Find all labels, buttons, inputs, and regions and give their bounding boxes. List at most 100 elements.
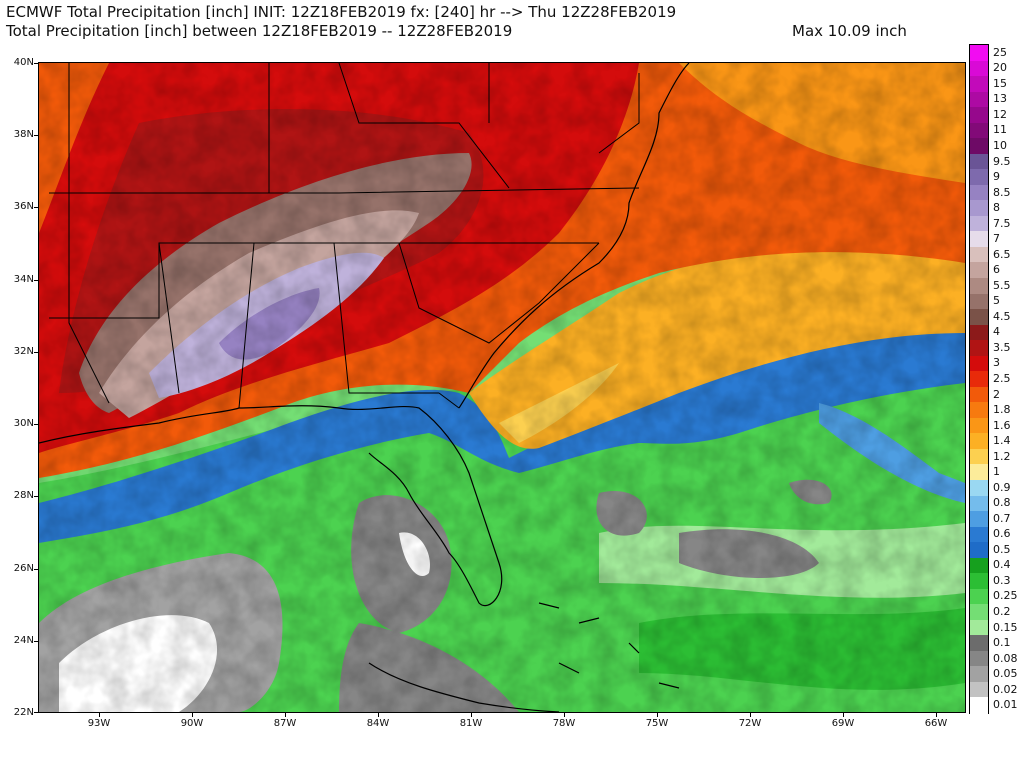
legend-label: 1.4 [993, 434, 1011, 448]
lat-label: 36N [13, 201, 34, 212]
lat-label: 24N [13, 635, 34, 646]
legend-swatch [970, 138, 988, 155]
legend-swatch [970, 309, 988, 326]
legend-label: 0.4 [993, 558, 1011, 572]
legend-label: 0.8 [993, 496, 1011, 510]
legend-label: 25 [993, 45, 1007, 59]
legend-label: 0.02 [993, 682, 1018, 696]
legend-label: 9 [993, 170, 1000, 184]
legend-label: 0.01 [993, 698, 1018, 712]
legend-swatch [970, 60, 988, 77]
legend-swatch [970, 666, 988, 683]
legend-swatch [970, 153, 988, 170]
legend-swatch [970, 697, 988, 714]
legend-swatch [970, 231, 988, 248]
legend-swatch [970, 215, 988, 232]
legend-swatch [970, 200, 988, 217]
legend-label: 0.6 [993, 527, 1011, 541]
legend-swatch [970, 324, 988, 341]
legend-label: 8.5 [993, 185, 1011, 199]
legend-swatch [970, 464, 988, 481]
legend-swatch [970, 340, 988, 357]
legend-label: 1.6 [993, 418, 1011, 432]
legend-swatch [970, 386, 988, 403]
legend-label: 10 [993, 138, 1007, 152]
legend-label: 13 [993, 92, 1007, 106]
legend-swatch [970, 542, 988, 559]
legend-label: 3 [993, 356, 1000, 370]
lon-tick [99, 713, 100, 717]
lon-label: 90W [180, 718, 204, 729]
lat-tick [34, 712, 38, 713]
lon-label: 87W [273, 718, 297, 729]
legend-label: 11 [993, 123, 1007, 137]
lon-tick [471, 713, 472, 717]
field-texture [39, 63, 965, 712]
legend-swatch [970, 246, 988, 264]
legend-swatch [970, 278, 988, 295]
lat-label: 28N [13, 490, 34, 501]
lon-tick [936, 713, 937, 717]
lon-label: 78W [552, 718, 576, 729]
legend-label: 7.5 [993, 216, 1011, 230]
legend-label: 2 [993, 387, 1000, 401]
legend-swatch [970, 479, 988, 497]
lat-tick [34, 424, 38, 425]
legend-swatch [970, 262, 988, 279]
lon-tick [192, 713, 193, 717]
lat-label: 30N [13, 418, 34, 429]
lat-tick [34, 135, 38, 136]
legend-swatch [970, 619, 988, 636]
lon-tick [657, 713, 658, 717]
legend-label: 0.2 [993, 605, 1011, 619]
legend-swatch [970, 557, 988, 574]
legend-label: 5.5 [993, 278, 1011, 292]
legend-label: 7 [993, 232, 1000, 246]
state-borders [49, 63, 640, 409]
legend-swatch [970, 417, 988, 434]
lon-tick [564, 713, 565, 717]
lat-tick [34, 496, 38, 497]
max-value-label: Max 10.09 inch [792, 22, 907, 40]
legend-label: 12 [993, 107, 1007, 121]
lon-label: 93W [87, 718, 111, 729]
legend-label: 6.5 [993, 247, 1011, 261]
legend-label: 0.05 [993, 667, 1018, 681]
coastline [39, 63, 690, 712]
legend-label: 0.08 [993, 651, 1018, 665]
lat-tick [34, 641, 38, 642]
legend-swatch [970, 107, 988, 124]
legend-label: 20 [993, 61, 1007, 75]
lat-tick [34, 63, 38, 64]
legend-label: 0.25 [993, 589, 1018, 603]
legend-swatch [970, 650, 988, 667]
lat-label: 34N [13, 274, 34, 285]
legend-label: 1.8 [993, 403, 1011, 417]
legend-label: 9.5 [993, 154, 1011, 168]
lon-label: 75W [645, 718, 669, 729]
lat-tick [34, 569, 38, 570]
legend-label: 0.3 [993, 573, 1011, 587]
legend-swatch [970, 511, 988, 528]
legend-swatch [970, 76, 988, 93]
lon-tick [750, 713, 751, 717]
legend-swatch [970, 122, 988, 139]
lat-label: 32N [13, 346, 34, 357]
legend-label: 0.7 [993, 511, 1011, 525]
legend-label: 15 [993, 76, 1007, 90]
legend-label: 2.5 [993, 372, 1011, 385]
precipitation-field [39, 63, 965, 712]
precipitation-map [38, 62, 966, 713]
lon-label: 84W [366, 718, 390, 729]
lon-label: 81W [459, 718, 483, 729]
legend-swatch [970, 526, 988, 543]
legend-label: 0.15 [993, 620, 1018, 634]
legend-swatch [970, 169, 988, 186]
legend-label: 0.9 [993, 480, 1011, 494]
lon-label: 66W [924, 718, 948, 729]
lon-tick [378, 713, 379, 717]
lon-label: 72W [738, 718, 762, 729]
legend-swatch [970, 293, 988, 310]
legend-label: 3.5 [993, 340, 1011, 354]
legend-label: 0.1 [993, 636, 1011, 650]
